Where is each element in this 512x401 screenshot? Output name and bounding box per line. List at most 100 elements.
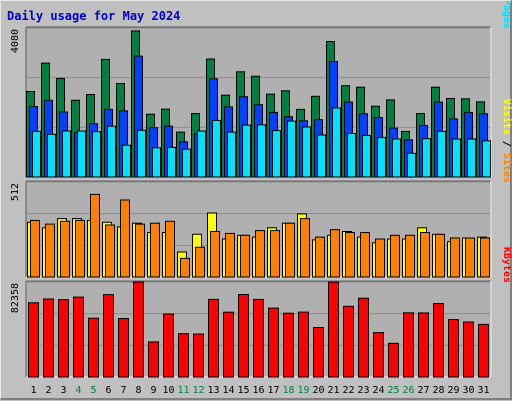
x-tick-label: 19 bbox=[297, 385, 309, 396]
bar-sites-day-31 bbox=[480, 237, 490, 278]
bar-sites-day-7 bbox=[120, 199, 130, 278]
bar-kbytes-day-26 bbox=[403, 312, 414, 378]
bar-pages-day-24 bbox=[377, 137, 386, 178]
bar-kbytes-day-12 bbox=[193, 333, 204, 378]
bar-sites-day-12 bbox=[195, 246, 205, 278]
x-tick-label: 5 bbox=[90, 385, 96, 396]
bar-pages-day-25 bbox=[392, 138, 401, 178]
x-tick-label: 7 bbox=[120, 385, 126, 396]
bar-pages-day-1 bbox=[32, 130, 41, 178]
bar-sites-day-22 bbox=[345, 232, 355, 278]
x-tick-label: 9 bbox=[150, 385, 156, 396]
bar-kbytes-day-31 bbox=[478, 323, 489, 378]
series-sites bbox=[30, 193, 490, 278]
bar-sites-day-30 bbox=[465, 237, 475, 278]
bar-pages-day-11 bbox=[182, 148, 191, 178]
bar-sites-day-8 bbox=[135, 223, 145, 278]
bar-sites-day-16 bbox=[255, 230, 265, 278]
bar-sites-day-4 bbox=[75, 219, 85, 278]
x-tick-label: 20 bbox=[312, 385, 324, 396]
bar-kbytes-day-29 bbox=[448, 319, 459, 378]
x-tick-label: 13 bbox=[207, 385, 219, 396]
bar-sites-day-25 bbox=[390, 234, 400, 278]
bar-kbytes-day-7 bbox=[118, 318, 129, 378]
bar-pages-day-10 bbox=[167, 146, 176, 178]
x-tick-label: 28 bbox=[432, 385, 444, 396]
bar-sites-day-15 bbox=[240, 234, 250, 278]
bar-kbytes-day-18 bbox=[283, 312, 294, 378]
bar-sites-day-11 bbox=[180, 257, 190, 278]
bar-sites-day-10 bbox=[165, 220, 175, 278]
x-tick-label: 6 bbox=[105, 385, 111, 396]
chart-title: Daily usage for May 2024 bbox=[7, 9, 180, 23]
bar-pages-day-17 bbox=[272, 130, 281, 178]
bar-pages-day-16 bbox=[257, 124, 266, 178]
bar-kbytes-day-9 bbox=[148, 341, 159, 378]
bar-pages-day-13 bbox=[212, 119, 221, 178]
x-tick-label: 22 bbox=[342, 385, 354, 396]
bar-sites-day-18 bbox=[285, 222, 295, 278]
bar-kbytes-day-8 bbox=[133, 281, 144, 378]
bar-pages-day-31 bbox=[482, 140, 491, 178]
bar-sites-day-27 bbox=[420, 232, 430, 278]
x-tick-label: 26 bbox=[402, 385, 414, 396]
bar-pages-day-7 bbox=[122, 144, 131, 178]
bar-pages-day-29 bbox=[452, 138, 461, 178]
bar-sites-day-1 bbox=[30, 219, 40, 278]
bar-kbytes-day-21 bbox=[328, 281, 339, 378]
bar-sites-day-6 bbox=[105, 224, 115, 278]
bar-kbytes-day-15 bbox=[238, 294, 249, 378]
bar-sites-day-3 bbox=[60, 220, 70, 278]
x-tick-label: 14 bbox=[222, 385, 234, 396]
bar-sites-day-14 bbox=[225, 232, 235, 278]
bar-kbytes-day-13 bbox=[208, 298, 219, 378]
bar-sites-day-19 bbox=[300, 218, 310, 278]
bar-kbytes-day-14 bbox=[223, 311, 234, 378]
x-tick-label: 29 bbox=[447, 385, 459, 396]
x-tick-label: 15 bbox=[237, 385, 249, 396]
panel-sites-visits: 512 Visits / Sites bbox=[10, 99, 512, 278]
bar-pages-day-8 bbox=[137, 129, 146, 178]
x-tick-label: 4 bbox=[75, 385, 81, 396]
bar-kbytes-day-19 bbox=[298, 311, 309, 378]
series-pages bbox=[32, 107, 491, 178]
series-axis-label-part: / bbox=[501, 135, 512, 153]
bar-kbytes-day-25 bbox=[388, 342, 399, 378]
x-tick-label: 2 bbox=[45, 385, 51, 396]
x-tick-label: 16 bbox=[252, 385, 264, 396]
x-tick-label: 21 bbox=[327, 385, 339, 396]
bar-pages-day-27 bbox=[422, 138, 431, 178]
x-tick-label: 24 bbox=[372, 385, 384, 396]
chart-panels: 4080 Hits / Files / Pages 512 Visits / Site… bbox=[10, 1, 512, 378]
bar-kbytes-day-3 bbox=[58, 299, 69, 378]
bar-pages-day-20 bbox=[317, 134, 326, 178]
bar-kbytes-day-22 bbox=[343, 305, 354, 378]
bar-pages-day-3 bbox=[62, 130, 71, 178]
bar-pages-day-9 bbox=[152, 147, 161, 178]
panel-hits-files-pages: 4080 Hits / Files / Pages bbox=[10, 1, 512, 178]
x-tick-label: 10 bbox=[162, 385, 174, 396]
bar-kbytes-day-24 bbox=[373, 332, 384, 378]
bar-kbytes-day-27 bbox=[418, 312, 429, 378]
series-axis-label: KBytes bbox=[501, 247, 512, 283]
x-tick-label: 17 bbox=[267, 385, 279, 396]
bar-sites-day-2 bbox=[45, 223, 55, 278]
bar-pages-day-5 bbox=[92, 131, 101, 178]
bar-sites-day-26 bbox=[405, 234, 415, 278]
x-axis-labels: 1 2 3 4 5 6 7 8 9 10 11 12 13 14 15 16 17 18 19 20 21 22 23 24 2… bbox=[30, 385, 489, 396]
bar-kbytes-day-5 bbox=[88, 317, 99, 378]
x-tick-label: 12 bbox=[192, 385, 204, 396]
bar-pages-day-2 bbox=[47, 133, 56, 178]
bar-pages-day-26 bbox=[407, 152, 416, 178]
bar-sites-day-17 bbox=[270, 230, 280, 278]
bar-pages-day-4 bbox=[77, 130, 86, 178]
x-tick-label: 18 bbox=[282, 385, 294, 396]
bar-sites-day-24 bbox=[375, 238, 385, 278]
series-axis-label-part: KBytes bbox=[501, 247, 512, 283]
bar-pages-day-30 bbox=[467, 138, 476, 178]
bar-kbytes-day-28 bbox=[433, 303, 444, 378]
x-tick-label: 31 bbox=[477, 385, 489, 396]
bar-sites-day-23 bbox=[360, 232, 370, 278]
